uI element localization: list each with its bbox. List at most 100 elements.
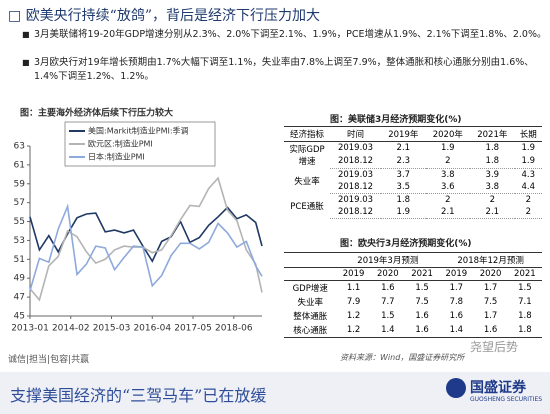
x-tick-label: 2016-04: [133, 324, 171, 334]
cell: 2018.12: [330, 180, 382, 194]
bullet: 3月美联储将19-20年GDP增速分别从2.3%、2.0%下调至2.1%、1.9…: [22, 28, 550, 42]
x-tick-label: 2017-05: [174, 324, 212, 334]
cell: 3.8: [441, 169, 455, 180]
cell: 2018.12: [330, 154, 382, 169]
row-label: 整体通胀: [293, 312, 328, 322]
cell: 1.9: [381, 205, 426, 219]
slide-title: 欧美央行持续“放鸽”，背后是经济下行压力加大: [25, 8, 321, 24]
header-cell: 时间: [330, 126, 382, 142]
cell: 7.8: [449, 297, 464, 307]
table-title: 图：欧央行3月经济预期变化(%): [340, 239, 472, 249]
cell: 3.6: [425, 180, 471, 194]
title-wrap: □ 欧美央行持续“放鸽”，背后是经济下行压力加大: [8, 8, 321, 24]
year-cell: 2021: [404, 267, 440, 281]
cell: 1.8: [518, 311, 532, 321]
year-cell: 2021: [507, 267, 542, 281]
row-label: 失业率: [294, 176, 320, 187]
banner-text: 支撑美国经济的“三驾马车”已在放缓: [10, 386, 267, 405]
cell: 2.1: [470, 205, 515, 219]
year-row: 2019 2020 2021 2019 2020 2021: [284, 267, 542, 281]
cell: 1.4: [370, 323, 405, 338]
row: GDP增速 1.1 1.6 1.5 1.7 1.7 1.5: [284, 281, 542, 296]
row: 2018.12 2.3 2 1.8 1.9: [284, 154, 542, 169]
cell: 1.7: [483, 283, 498, 293]
series-line: [29, 203, 263, 291]
y-tick-label: 63: [14, 142, 25, 152]
x-tick-label: 2015-03: [93, 324, 131, 334]
legend-label: 日本:制造业PMI: [88, 152, 145, 162]
banner: 支撑美国经济的“三驾马车”已在放缓 国盛证券 GUOSHENG SECURITI…: [0, 372, 550, 414]
cell: 1.5: [415, 283, 429, 293]
logo-en: GUOSHENG SECURITIES: [470, 396, 543, 403]
cell: 2: [445, 194, 451, 205]
header-cell: 2021年: [470, 126, 515, 142]
row-label: 核心通胀: [284, 323, 337, 338]
y-tick-label: 45: [14, 312, 25, 322]
cell: 7.7: [381, 297, 395, 307]
cell: 2: [514, 205, 542, 219]
motto: 诚信|担当|包容|共赢: [8, 355, 90, 365]
header-cell: 长期: [514, 126, 542, 142]
cell: 1.8: [396, 194, 411, 205]
cell: 2.1: [396, 143, 411, 154]
header-row: 经济指标 时间 2019年 2020年 2021年 长期: [284, 126, 542, 142]
y-tick-label: 47: [14, 293, 25, 303]
row-label: 失业率: [297, 298, 323, 308]
row: 失业率 7.9 7.7 7.5 7.8 7.5 7.1: [284, 295, 542, 309]
cell: 7.5: [415, 297, 429, 307]
row: 失业率 2019.03 3.7 3.8 3.9 4.3: [284, 168, 542, 187]
row: 2018.12 3.5 3.6 3.8 4.4: [284, 180, 542, 194]
row-label: PCE通胀: [290, 201, 324, 212]
cell: 2019.03: [337, 194, 374, 205]
legend-label: 欧元区:制造业PMI: [88, 139, 153, 149]
ecb-table: 2019年3月预测 2018年12月预测 2019 2020 2021 2019 2020 2…: [284, 252, 542, 338]
group-row: 2019年3月预测 2018年12月预测: [284, 252, 542, 268]
header-cell: 2019年: [381, 126, 426, 142]
x-tick-label: 2014-02: [52, 324, 90, 334]
cell: 2: [489, 194, 495, 205]
cell: 3.9: [485, 169, 500, 180]
cell: 2.3: [381, 154, 426, 169]
corner: [284, 267, 337, 281]
cell: 1.7: [483, 311, 498, 321]
watermark: 尧望后势: [470, 340, 519, 354]
cell: 2.1: [425, 205, 471, 219]
line-chart: 图：主要海外经济体后续下行压力较大 45 47 49 51 53 55 57 59 61 63 20…: [11, 107, 263, 334]
header-cell: 经济指标: [284, 126, 330, 142]
cell: 1.1: [346, 283, 361, 293]
cell: 2: [525, 194, 531, 205]
cell: 1.5: [381, 311, 395, 321]
y-tick-label: 59: [14, 179, 26, 189]
series-line: [29, 206, 263, 263]
cell: 2019.03: [337, 169, 374, 180]
cell: 4.3: [521, 169, 536, 180]
y-tick-label: 57: [14, 198, 25, 208]
legend-label: 美国:Markit制造业PMI:季调: [88, 126, 189, 136]
cell: 7.9: [346, 297, 361, 307]
cell: 1.2: [336, 323, 371, 338]
cell: 1.6: [381, 283, 395, 293]
bullet: 3月欧央行对19年增长预期由1.7%大幅下调至1.1%，失业率由7.8%上调至7…: [22, 56, 550, 84]
y-tick-label: 49: [14, 274, 26, 284]
cell: 7.1: [518, 297, 532, 307]
cell: 2: [425, 154, 471, 169]
chart-title: 图：主要海外经济体后续下行压力较大: [20, 107, 173, 119]
year-cell: 2019: [439, 267, 474, 281]
cell: 2019.03: [337, 143, 374, 154]
group-cell: 2018年12月预测: [439, 252, 542, 268]
cell: 1.6: [473, 323, 508, 338]
cell: 1.6: [415, 311, 429, 321]
cell: 1.5: [518, 283, 532, 293]
cell: 7.5: [483, 297, 498, 307]
row: 2018.12 1.9 2.1 2.1 2: [284, 205, 542, 219]
cell: 1.9: [521, 143, 536, 154]
cell: 1.8: [470, 154, 515, 169]
cell: 1.8: [507, 323, 542, 338]
series-line: [29, 176, 263, 302]
cell: 1.6: [449, 311, 464, 321]
row: 核心通胀 1.2 1.4 1.6 1.4 1.6 1.8: [284, 323, 542, 338]
group-cell: 2019年3月预测: [336, 252, 440, 268]
logo-icon: [446, 378, 466, 398]
row-label: GDP增速: [292, 284, 328, 294]
row: 实际GDP增速 2019.03 2.1 1.9 1.8 1.9: [284, 142, 542, 167]
